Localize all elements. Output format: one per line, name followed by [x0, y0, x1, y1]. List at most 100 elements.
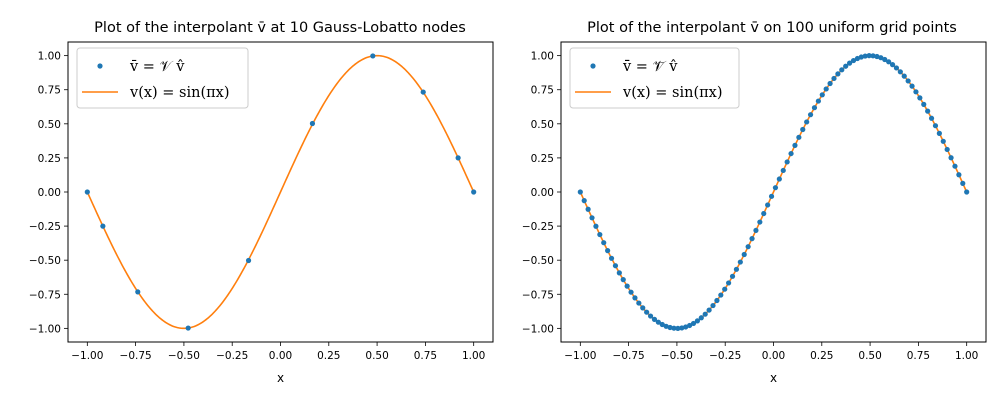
data-point: [925, 108, 931, 114]
x-tick-label: 0.50: [858, 350, 881, 362]
x-tick-label: 0.00: [762, 350, 785, 362]
data-point: [792, 142, 798, 148]
legend-marker-swatch: [97, 63, 103, 69]
y-tick-label: −1.00: [29, 323, 61, 335]
data-point: [753, 227, 759, 234]
legend-label-markers: v̄ = 𝒱 v̂: [129, 59, 185, 75]
data-point: [135, 289, 141, 295]
data-point: [710, 302, 716, 309]
chart-right-title: Plot of the interpolant v̄̄ on 100 unifo…: [587, 20, 957, 36]
x-tick-label: 0.50: [365, 350, 388, 362]
data-point: [714, 297, 720, 304]
data-point: [608, 255, 615, 261]
data-point: [944, 146, 950, 153]
data-point: [601, 240, 607, 246]
x-tick-label: −1.00: [564, 350, 596, 362]
data-point: [882, 56, 888, 63]
data-point: [655, 319, 661, 325]
x-tick-label: −0.75: [120, 350, 152, 362]
x-tick-label: 0.75: [907, 350, 930, 362]
data-point: [815, 98, 821, 104]
data-point: [940, 138, 946, 144]
data-point: [690, 320, 697, 327]
y-tick-label: −0.75: [29, 289, 61, 301]
data-point: [776, 176, 782, 182]
y-tick-label: 0.50: [38, 119, 61, 131]
x-tick-label: −0.25: [216, 350, 248, 362]
data-point: [846, 60, 853, 66]
legend-marker-swatch: [590, 63, 596, 69]
data-point: [913, 89, 919, 95]
x-tick-label: 1.00: [955, 350, 978, 362]
y-tick-label: 1.00: [531, 51, 554, 63]
y-tick-label: 0.25: [38, 153, 61, 165]
data-point: [577, 189, 583, 195]
data-point: [679, 325, 685, 331]
data-point: [811, 105, 818, 111]
data-point: [886, 59, 892, 65]
data-point: [729, 273, 736, 279]
x-tick-label: −0.50: [661, 350, 693, 362]
data-point: [772, 185, 779, 191]
data-point: [807, 112, 814, 118]
data-point: [640, 305, 646, 311]
data-point: [928, 115, 935, 121]
chart-left-ticks: −1.00 −0.75 −0.50 −0.25 0.00 0.25 0.50 0.75 1.00…: [29, 51, 486, 362]
chart-right-axes-frame: [560, 41, 987, 343]
x-tick-label: −0.25: [709, 350, 741, 362]
data-point: [917, 95, 923, 101]
data-point: [768, 193, 775, 199]
y-tick-label: 0.50: [531, 119, 554, 131]
data-point: [870, 53, 876, 59]
data-point: [694, 318, 701, 324]
data-point: [185, 325, 191, 331]
legend-box: [569, 47, 740, 109]
data-point: [905, 78, 911, 84]
data-point: [455, 155, 461, 161]
chart-left-x-axis-label: x: [277, 371, 284, 385]
chart-left: Plot of the interpolant v̄ at 10 Gauss-L…: [29, 20, 494, 385]
data-point: [850, 57, 857, 64]
y-tick-label: −0.25: [29, 221, 61, 233]
x-tick-label: 0.75: [414, 350, 437, 362]
data-point: [581, 198, 587, 204]
data-point: [593, 223, 599, 229]
x-tick-label: 0.00: [269, 350, 292, 362]
data-point: [874, 53, 880, 60]
data-point: [897, 69, 903, 75]
data-point: [589, 215, 595, 221]
data-point: [726, 280, 732, 286]
data-point: [309, 120, 316, 127]
data-point: [858, 54, 864, 60]
data-point: [788, 150, 794, 157]
data-point: [800, 126, 806, 133]
data-point: [647, 313, 654, 319]
data-point: [831, 75, 837, 82]
series-line-sin: [579, 54, 968, 330]
data-point: [687, 322, 693, 329]
data-point: [671, 325, 677, 331]
data-point: [843, 63, 849, 69]
x-tick-label: 0.25: [810, 350, 833, 362]
data-point: [718, 292, 724, 298]
legend-box: [76, 47, 249, 109]
data-point: [749, 236, 755, 242]
chart-right-plot-area: [577, 53, 970, 331]
y-tick-label: 0.25: [531, 153, 554, 165]
data-point: [733, 266, 740, 272]
data-point: [827, 80, 833, 87]
y-tick-label: 0.00: [531, 187, 554, 199]
data-point: [878, 55, 884, 61]
x-tick-label: −0.50: [168, 350, 200, 362]
data-point: [761, 210, 767, 217]
data-point: [624, 283, 630, 289]
data-point: [632, 295, 638, 301]
data-point: [823, 86, 829, 92]
series-line-sin: [86, 54, 475, 330]
data-point: [616, 270, 622, 276]
data-point: [675, 325, 681, 331]
chart-right-x-axis-label: x: [770, 371, 777, 385]
data-point: [948, 155, 954, 161]
data-point: [765, 202, 771, 208]
